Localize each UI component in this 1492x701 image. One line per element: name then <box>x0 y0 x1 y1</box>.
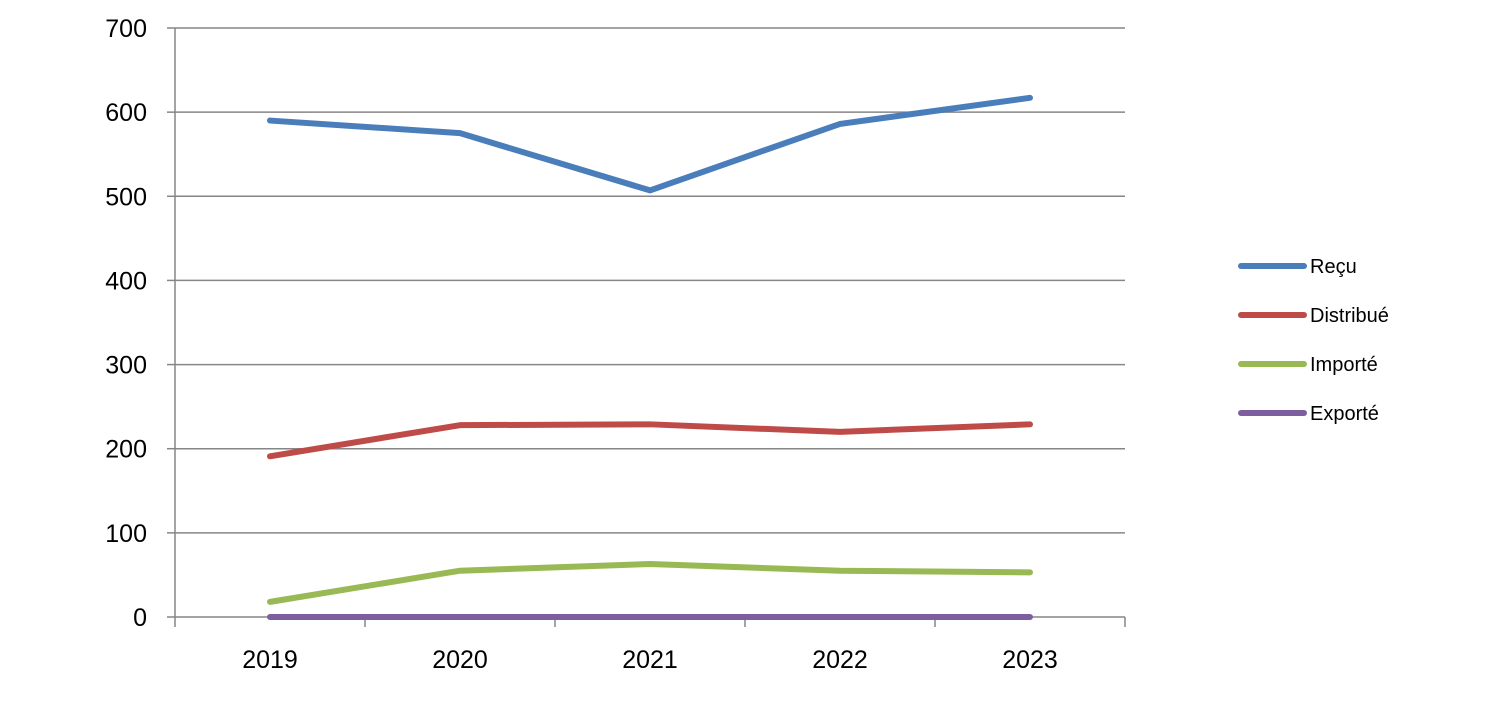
series-line-distribué <box>267 421 1033 460</box>
y-tick-label: 400 <box>105 267 147 295</box>
legend-label: Importé <box>1310 354 1378 376</box>
y-tick-label: 700 <box>105 15 147 43</box>
y-tick-label: 300 <box>105 352 147 380</box>
y-tick-label: 200 <box>105 436 147 464</box>
y-tick-label: 100 <box>105 520 147 548</box>
x-tick-label: 2019 <box>242 646 298 674</box>
x-tick-label: 2020 <box>432 646 488 674</box>
series-line-reçu <box>267 94 1033 194</box>
legend-label: Reçu <box>1310 256 1357 278</box>
series-line-importé <box>267 560 1033 605</box>
y-tick-label: 0 <box>133 604 147 632</box>
x-tick-label: 2021 <box>622 646 678 674</box>
legend-label: Distribué <box>1310 305 1389 327</box>
legend: Reçu Distribué Importé Exporté <box>1238 256 1389 425</box>
x-tick-label: 2023 <box>1002 646 1058 674</box>
y-tick-label: 600 <box>105 99 147 127</box>
y-tick-label: 500 <box>105 183 147 211</box>
x-tick-label: 2022 <box>812 646 868 674</box>
legend-label: Exporté <box>1310 403 1379 425</box>
series-lines <box>267 94 1033 620</box>
y-tick-labels: 0 100 200 300 400 500 600 700 <box>105 15 175 632</box>
x-tick-labels: 2019 2020 2021 2022 2023 <box>174 617 1126 674</box>
axes <box>174 28 1125 618</box>
